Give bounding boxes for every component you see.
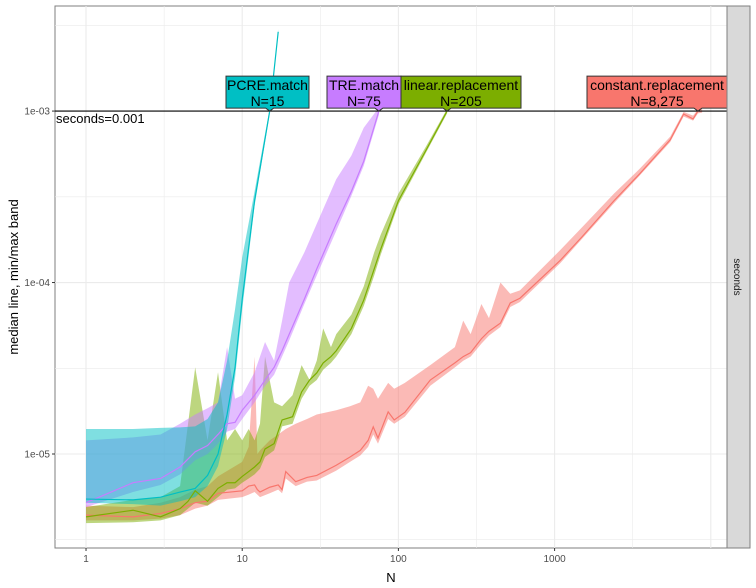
x-tick-label: 1 [83,554,89,565]
label-name: TRE.match [329,77,399,93]
y-tick-label: 1e-05 [24,450,50,461]
label-n: N=75 [347,93,381,109]
label-n: N=8,275 [630,93,684,109]
median-line-PCRE-match [86,31,279,501]
threshold-label: seconds=0.001 [56,111,145,126]
band-linear-replacement [86,108,448,524]
label-name: PCRE.match [227,77,308,93]
label-n: N=205 [440,93,482,109]
label-name: constant.replacement [590,77,724,93]
label-name: linear.replacement [404,77,519,93]
label-box [326,75,402,112]
x-tick-label: 10 [237,554,249,565]
x-tick-label: 1000 [543,554,566,565]
min-max-bands [86,29,703,524]
facet-strip-label: seconds [731,258,742,295]
y-axis-title: median line, min/max band [6,199,21,354]
facet-strip [726,5,751,549]
x-axis-title: N [386,570,395,585]
band-PCRE-match [86,29,279,506]
x-tick-label: 100 [390,554,407,565]
median-lines [85,31,703,518]
median-line-constant-replacement [85,110,703,518]
median-line-TRE-match [85,110,380,504]
y-tick-label: 1e-03 [24,107,50,118]
y-tick-label: 1e-04 [24,278,50,289]
label-box [225,75,310,112]
label-n: N=15 [251,93,285,109]
median-line-linear-replacement [85,110,448,518]
axes: 1 10 100 1000 1e-05 1e-04 1e-03 [24,107,566,565]
label-box [400,75,522,112]
